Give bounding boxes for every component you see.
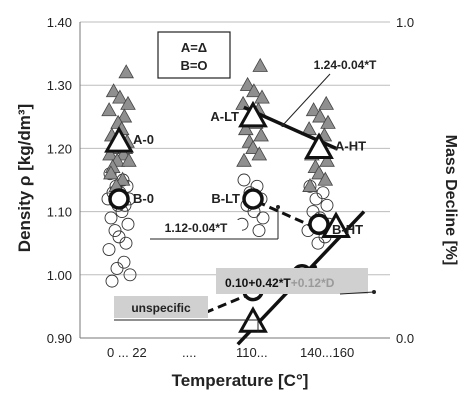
mean-label: B-HT	[332, 222, 363, 237]
point-a	[102, 146, 118, 161]
point-b	[102, 243, 116, 256]
legend-a: A=Δ	[181, 40, 207, 55]
point-a	[118, 64, 135, 79]
point-a	[251, 146, 268, 161]
eq-b-text: 1.12-0.04*T	[165, 221, 228, 235]
point-a	[112, 89, 128, 104]
point-a	[319, 152, 335, 167]
labels-layer: 0.90 1.00 1.10 1.20 1.30 1.40 0.0 1.0 0 ... 22..…	[47, 15, 414, 360]
unspecific-text: unspecific	[131, 301, 191, 315]
mean-marker-b	[308, 213, 330, 235]
mass-marker-a	[321, 211, 351, 238]
y-tick-label: 1.20	[47, 141, 72, 156]
point-b	[311, 236, 325, 250]
y-tick-right-label: 0.0	[396, 331, 414, 346]
y-tick-label: 1.40	[47, 15, 72, 30]
x-tick-label: 110...	[236, 345, 268, 360]
point-a	[246, 83, 262, 98]
point-a	[320, 114, 336, 129]
point-a	[253, 127, 269, 142]
legend-b: B=O	[180, 58, 207, 73]
point-b	[237, 173, 251, 187]
eq-b-annotation: 1.12-0.04*T	[150, 205, 280, 240]
point-a	[237, 121, 254, 136]
point-b	[108, 224, 122, 238]
scatter-layer	[101, 57, 336, 288]
mean-marker-b	[108, 188, 130, 210]
point-a	[311, 165, 327, 180]
eq-mass-extra: +0.12*D	[291, 276, 335, 290]
point-b	[252, 224, 266, 238]
y-tick-label: 1.30	[47, 78, 72, 93]
point-a	[318, 95, 335, 110]
means-layer	[104, 100, 351, 333]
point-a	[312, 108, 328, 123]
point-a	[103, 165, 119, 180]
mean-label: B-0	[133, 191, 154, 206]
y-tick-label: 0.90	[47, 331, 72, 346]
point-b	[119, 236, 133, 250]
point-b	[121, 217, 135, 231]
point-a	[245, 140, 261, 155]
point-b	[309, 192, 323, 206]
point-a	[254, 89, 270, 104]
point-a	[236, 152, 252, 167]
point-a	[305, 102, 322, 117]
mean-marker-a	[238, 100, 268, 128]
x-tick-label: 140...160	[300, 345, 354, 360]
eq-mass-annotation: 0.10+0.42*T+0.12*D	[216, 268, 376, 295]
point-b	[123, 268, 137, 282]
mean-marker-b	[242, 188, 264, 210]
point-b	[316, 186, 330, 200]
eq-mass-text: 0.10+0.42*T+0.12*D	[225, 276, 335, 290]
point-b	[256, 211, 270, 225]
mean-marker-a	[104, 126, 134, 153]
point-a	[235, 95, 251, 110]
x-tick-label: ....	[182, 345, 196, 360]
point-a	[105, 83, 122, 98]
mean-marker-a	[304, 132, 334, 159]
point-b	[117, 255, 131, 269]
x-axis-label: Temperature [C°]	[172, 371, 309, 390]
point-b	[320, 198, 334, 212]
point-a	[120, 95, 136, 110]
point-a	[116, 108, 133, 123]
y-axis-label: Density ρ [kg/dm³]	[15, 104, 34, 252]
legend: A=Δ B=O	[157, 31, 231, 79]
y-tick-label: 1.00	[47, 268, 72, 283]
mean-label: A-LT	[210, 109, 239, 124]
y-axis-right-label: Mass Decline [%]	[442, 135, 459, 266]
point-a	[114, 171, 131, 186]
mean-label: A-HT	[335, 138, 366, 153]
point-b	[104, 211, 118, 225]
mean-label: B-LT	[211, 191, 240, 206]
grid-lines	[79, 21, 390, 339]
eq-mass-main: 0.10+0.42*T	[225, 276, 291, 290]
point-b	[105, 274, 119, 288]
eq-a-annotation: 1.24-0.04*T	[281, 56, 392, 127]
point-b	[110, 262, 124, 275]
unspecific-annotation: unspecific	[114, 296, 259, 332]
point-a	[121, 152, 137, 167]
point-a	[317, 171, 334, 186]
point-a	[302, 178, 318, 192]
x-tick-label: 0 ... 22	[107, 345, 147, 360]
point-a	[252, 57, 269, 72]
point-a	[101, 102, 117, 117]
y-tick-label: 1.10	[47, 205, 72, 220]
eq-a-text: 1.24-0.04*T	[314, 58, 377, 72]
mean-label: A-0	[133, 132, 154, 147]
y-tick-right-label: 1.0	[396, 15, 414, 30]
point-a	[239, 76, 256, 91]
